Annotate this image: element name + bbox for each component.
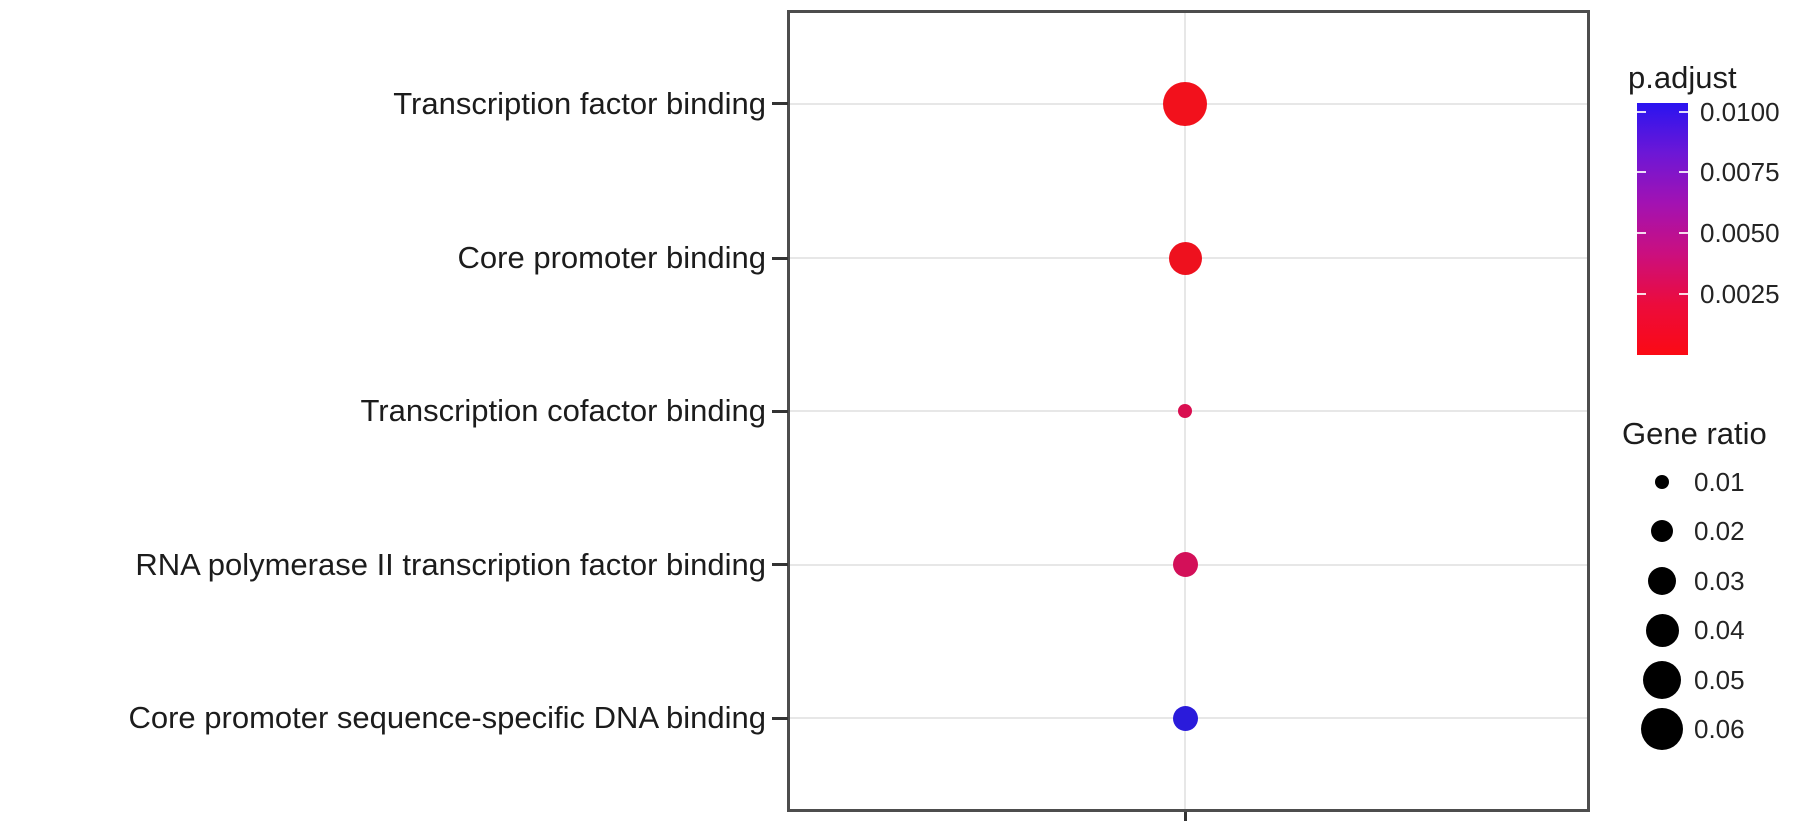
gene-ratio-legend-dot	[1651, 520, 1673, 543]
y-axis-tick	[772, 716, 788, 720]
gene-ratio-legend-dot	[1648, 566, 1676, 595]
gene-ratio-legend-dot	[1641, 708, 1683, 750]
y-axis-category-label: Core promoter binding	[457, 240, 766, 276]
colorbar-tick	[1679, 232, 1688, 235]
y-axis-category-label: Transcription factor binding	[393, 85, 766, 121]
colorbar-tick	[1637, 232, 1646, 235]
padjust-tick-label: 0.0100	[1700, 96, 1780, 127]
y-axis-tick	[772, 102, 788, 106]
padjust-tick-label: 0.0050	[1700, 218, 1780, 249]
x-axis-tick	[1183, 812, 1187, 821]
gene-ratio-legend-label: 0.03	[1694, 565, 1745, 596]
gene-ratio-legend-dot	[1655, 475, 1669, 489]
padjust-legend-title: p.adjust	[1628, 60, 1737, 95]
data-point	[1168, 241, 1202, 275]
y-axis-tick	[772, 563, 788, 567]
colorbar-tick	[1679, 171, 1688, 174]
y-axis-tick	[772, 256, 788, 260]
y-axis-category-label: RNA polymerase II transcription factor b…	[135, 546, 766, 582]
y-axis: Transcription factor binding Core promote…	[0, 13, 770, 809]
data-point	[1178, 404, 1193, 418]
data-point	[1172, 705, 1198, 731]
gene-ratio-legend-label: 0.05	[1694, 664, 1745, 695]
colorbar-tick	[1637, 293, 1646, 296]
colorbar-tick	[1637, 171, 1646, 174]
gene-ratio-legend-label: 0.01	[1694, 467, 1745, 497]
y-axis-category-label: Core promoter sequence-specific DNA bind…	[128, 700, 766, 736]
y-axis-tick	[772, 409, 788, 413]
colorbar-tick	[1679, 110, 1688, 113]
plot-panel	[787, 10, 1590, 812]
padjust-colorbar	[1637, 103, 1688, 355]
gene-ratio-legend-label: 0.06	[1694, 714, 1745, 744]
padjust-tick-label: 0.0025	[1700, 279, 1780, 310]
colorbar-tick	[1637, 110, 1646, 113]
gene-ratio-legend-label: 0.04	[1694, 615, 1745, 646]
y-axis-category-label: Transcription cofactor binding	[360, 393, 767, 428]
gene-ratio-legend-title: Gene ratio	[1622, 416, 1767, 451]
data-point	[1172, 552, 1198, 578]
gene-ratio-legend-label: 0.02	[1694, 516, 1745, 547]
data-point	[1163, 81, 1208, 126]
padjust-tick-label: 0.0075	[1700, 157, 1780, 188]
colorbar-tick	[1679, 293, 1688, 296]
gene-ratio-legend-dot	[1645, 613, 1679, 647]
gene-ratio-legend-dot	[1643, 660, 1681, 699]
